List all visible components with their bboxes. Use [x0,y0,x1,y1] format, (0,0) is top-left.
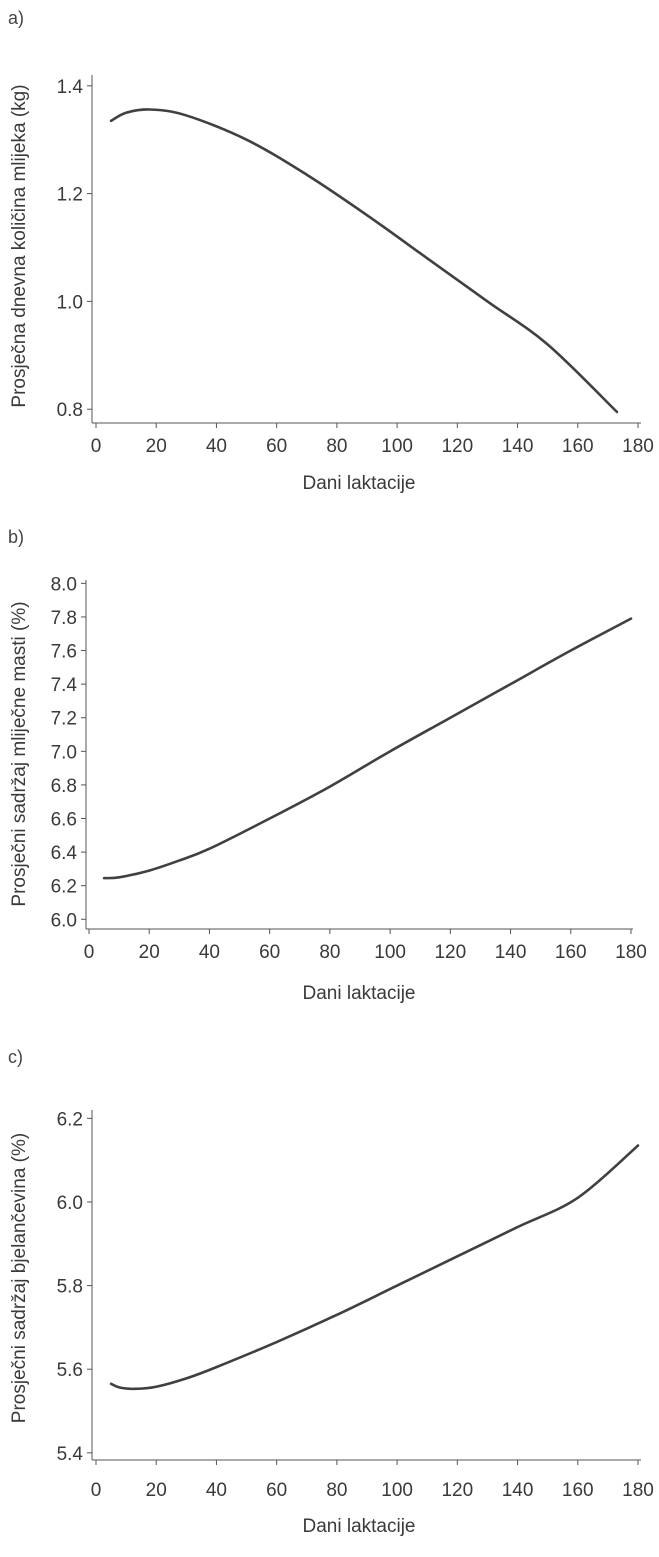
panel-c-series-line [109,1144,640,1391]
panel-b-x-tick-label: 80 [319,942,340,963]
panel-a-x-tick-label: 160 [562,436,594,457]
panel-b-label: b) [8,527,24,547]
panel-c-x-tick-label: 180 [622,1480,654,1501]
panel-a-x-axis-title: Dani laktacije [303,473,416,494]
panel-b-y-tick-label: 6.4 [51,843,78,864]
panel-a-x-tick-label: 180 [622,436,654,457]
panel-b-series-line [102,617,633,880]
panel-a-x-tick-label: 0 [91,436,102,457]
panel-b-y-ticks: 6.0 6.2 6.4 6.6 6.8 7.0 7.2 7.4 7.6 7.8 8.0 [51,574,86,931]
panel-b-x-tick-label: 60 [259,942,280,963]
panel-c-y-ticks: 5.4 5.6 5.8 6.0 6.2 [57,1109,92,1465]
panel-a: a) 0.8 1.0 1.2 1.4 0 20 40 60 80 100 120 140 160 180… [8,8,654,494]
panel-a-x-ticks: 0 20 40 60 80 100 120 140 160 180 [91,423,654,457]
panel-b-x-tick-label: 0 [84,942,95,963]
panel-c-x-tick-label: 40 [206,1480,227,1501]
panel-a-label: a) [8,8,24,28]
panel-a-y-ticks: 0.8 1.0 1.2 1.4 [57,77,92,421]
panel-a-y-tick-label: 1.0 [57,292,83,313]
panel-a-x-tick-label: 140 [502,436,534,457]
panel-a-y-tick-label: 1.2 [57,185,83,206]
panel-b-y-tick-label: 6.6 [51,810,77,831]
panel-c-x-axis-title: Dani laktacije [303,1516,416,1537]
panel-c-x-tick-label: 160 [562,1480,594,1501]
panel-b: b) 6.0 6.2 6.4 6.6 6.8 7.0 7.2 7.4 7.6 7.8 8.0 0 20… [8,527,647,1004]
panel-b-y-tick-label: 7.8 [51,608,77,629]
panel-b-x-tick-label: 40 [199,942,220,963]
panel-a-y-tick-label: 0.8 [57,400,83,421]
panel-b-y-tick-label: 7.6 [51,642,77,663]
panel-a-x-tick-label: 80 [326,436,347,457]
panel-c-x-tick-label: 20 [146,1480,167,1501]
panel-b-y-tick-label: 6.2 [51,877,77,898]
panel-c: c) 5.4 5.6 5.8 6.0 6.2 0 20 40 60 80 100 120 140 160… [8,1047,654,1537]
panel-c-x-tick-label: 140 [502,1480,534,1501]
panel-a-series-line [109,108,619,414]
panel-c-y-tick-label: 5.8 [57,1277,83,1298]
panel-c-y-tick-label: 5.6 [57,1360,83,1381]
panel-c-x-tick-label: 0 [91,1480,102,1501]
panel-c-x-tick-label: 120 [441,1480,473,1501]
panel-a-x-tick-label: 40 [206,436,227,457]
panel-b-x-axis-title: Dani laktacije [303,983,416,1004]
panel-b-x-tick-label: 120 [434,942,466,963]
panel-c-y-tick-label: 6.0 [57,1193,83,1214]
panel-c-x-tick-label: 60 [266,1480,287,1501]
panel-c-x-tick-label: 80 [326,1480,347,1501]
panel-a-y-tick-label: 1.4 [57,77,84,98]
panel-c-y-tick-label: 5.4 [57,1444,84,1465]
panel-b-y-tick-label: 7.2 [51,709,77,730]
panel-c-label: c) [8,1047,23,1067]
panel-a-y-axis-title: Prosječna dnevna količina mlijeka (kg) [9,84,30,407]
panel-b-y-tick-label: 7.4 [51,675,78,696]
panel-a-x-tick-label: 100 [381,436,413,457]
panel-b-y-tick-label: 6.0 [51,910,77,931]
panel-a-x-tick-label: 120 [441,436,473,457]
panel-c-x-tick-label: 100 [381,1480,413,1501]
panel-b-x-tick-label: 140 [495,942,527,963]
panel-b-y-tick-label: 6.8 [51,776,77,797]
panel-b-y-tick-label: 8.0 [51,574,77,595]
panel-c-y-tick-label: 6.2 [57,1109,83,1130]
panel-c-x-ticks: 0 20 40 60 80 100 120 140 160 180 [91,1460,654,1501]
panel-b-y-tick-label: 7.0 [51,742,77,763]
panel-b-x-tick-label: 100 [374,942,406,963]
panel-b-x-tick-label: 20 [139,942,160,963]
panel-a-x-tick-label: 20 [146,436,167,457]
panel-c-y-axis-title: Prosječni sadržaj bjelančevina (%) [9,1133,30,1423]
panel-a-x-tick-label: 60 [266,436,287,457]
panel-b-x-tick-label: 160 [555,942,587,963]
panel-b-x-ticks: 0 20 40 60 80 100 120 140 160 180 [84,929,647,963]
panel-b-x-tick-label: 180 [615,942,647,963]
panel-b-y-axis-title: Prosječni sadržaj mliječne masti (%) [9,601,30,906]
